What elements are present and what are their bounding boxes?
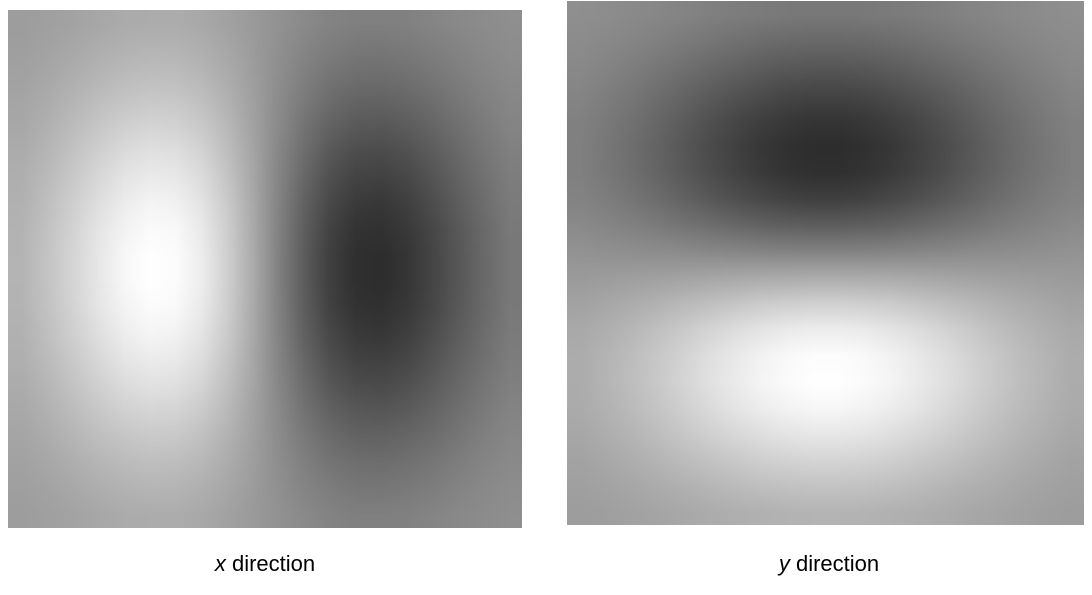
x-direction-caption: x direction: [215, 551, 315, 577]
y-variable-label: y: [778, 551, 790, 576]
x-direction-canvas: [8, 10, 522, 528]
y-caption-text: direction: [789, 551, 880, 576]
x-caption-text: direction: [225, 551, 316, 576]
y-derivative-filter-image: [567, 1, 1084, 525]
y-direction-canvas: [567, 1, 1084, 525]
x-variable-label: x: [214, 551, 226, 576]
x-derivative-filter-image: [8, 10, 522, 528]
y-direction-caption: y direction: [779, 551, 879, 577]
